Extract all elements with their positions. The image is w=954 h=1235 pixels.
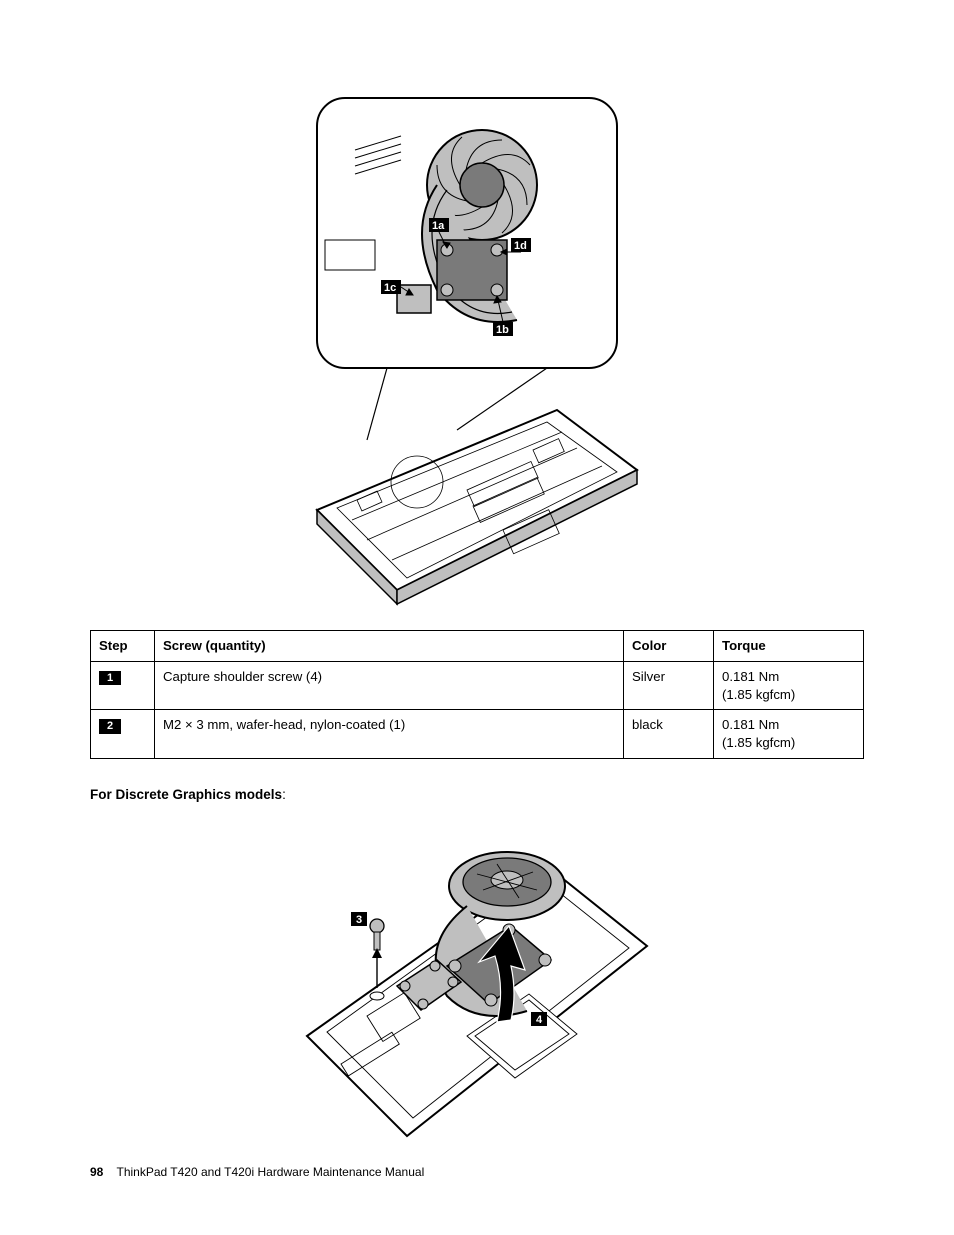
torque-nm: 0.181 Nm	[722, 717, 779, 732]
subheading-trailing: :	[282, 787, 286, 802]
svg-text:1d: 1d	[514, 240, 527, 252]
discrete-graphics-subheading: For Discrete Graphics models:	[90, 787, 864, 802]
cell-torque: 0.181 Nm (1.85 kgfcm)	[714, 710, 864, 759]
page-footer: 98 ThinkPad T420 and T420i Hardware Main…	[90, 1165, 424, 1179]
table-row: 2 M2 × 3 mm, wafer-head, nylon-coated (1…	[91, 710, 864, 759]
cell-color: black	[624, 710, 714, 759]
cell-screw: Capture shoulder screw (4)	[155, 661, 624, 710]
cell-color: Silver	[624, 661, 714, 710]
table-header-row: Step Screw (quantity) Color Torque	[91, 631, 864, 662]
subheading-bold: For Discrete Graphics models	[90, 787, 282, 802]
svg-text:1a: 1a	[432, 220, 445, 232]
cell-screw: M2 × 3 mm, wafer-head, nylon-coated (1)	[155, 710, 624, 759]
step-badge: 1	[99, 671, 121, 685]
svg-text:1c: 1c	[384, 282, 396, 294]
table-row: 1 Capture shoulder screw (4) Silver 0.18…	[91, 661, 864, 710]
torque-nm: 0.181 Nm	[722, 669, 779, 684]
cell-step: 2	[91, 710, 155, 759]
torque-kgfcm: (1.85 kgfcm)	[722, 735, 795, 750]
col-header-screw: Screw (quantity)	[155, 631, 624, 662]
torque-kgfcm: (1.85 kgfcm)	[722, 687, 795, 702]
page-number: 98	[90, 1165, 103, 1179]
document-page: 1a 1d 1c 1b	[0, 0, 954, 1235]
col-header-color: Color	[624, 631, 714, 662]
figure-discrete-removal: 3 4	[90, 816, 864, 1156]
screw-specification-table: Step Screw (quantity) Color Torque 1 Cap…	[90, 630, 864, 759]
step-badge: 2	[99, 719, 121, 733]
figure2-svg: 3 4	[297, 816, 657, 1156]
svg-text:4: 4	[536, 1014, 543, 1026]
figure-heatsink-overview: 1a 1d 1c 1b	[90, 90, 864, 610]
manual-title: ThinkPad T420 and T420i Hardware Mainten…	[116, 1165, 424, 1179]
svg-text:1b: 1b	[496, 324, 509, 336]
col-header-step: Step	[91, 631, 155, 662]
col-header-torque: Torque	[714, 631, 864, 662]
figure1-svg: 1a 1d 1c 1b	[297, 90, 657, 610]
cell-torque: 0.181 Nm (1.85 kgfcm)	[714, 661, 864, 710]
cell-step: 1	[91, 661, 155, 710]
svg-text:3: 3	[356, 914, 362, 926]
